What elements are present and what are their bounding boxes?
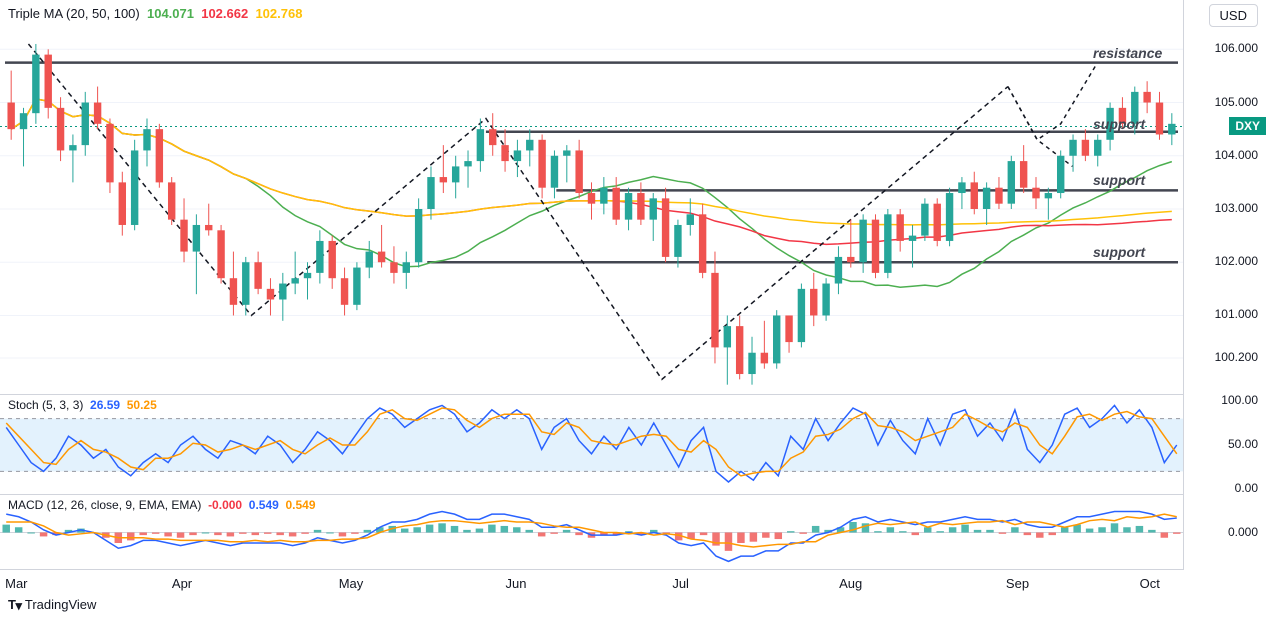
macd-header[interactable]: MACD (12, 26, close, 9, EMA, EMA) -0.000… [8,498,316,512]
month-label: Sep [1006,576,1029,591]
stoch-header[interactable]: Stoch (5, 3, 3) 26.59 50.25 [8,398,157,412]
stoch-panel[interactable] [0,395,1183,495]
level-annotation: support [1093,116,1145,132]
stoch-name: Stoch (5, 3, 3) [8,398,83,412]
price-tick: 101.000 [1215,307,1258,321]
price-tick: 102.000 [1215,254,1258,268]
attribution-text: TradingView [25,597,97,612]
price-tick: 100.200 [1215,350,1258,364]
stoch-d-value: 50.25 [127,398,157,412]
ma20-value: 104.071 [147,6,194,21]
level-annotation: support [1093,244,1145,260]
ticker-badge[interactable]: DXY [1229,117,1266,135]
indicator-name: Triple MA (20, 50, 100) [8,6,140,21]
stoch-tick: 0.00 [1235,481,1258,495]
stoch-tick: 50.00 [1228,437,1258,451]
month-label: Aug [839,576,862,591]
price-axis[interactable]: 100.200 101.000 102.000 103.000 104.000 105.0… [1183,0,1266,570]
price-panel[interactable]: resistance support support support [0,0,1183,395]
indicator-header[interactable]: Triple MA (20, 50, 100) 104.071 102.662 … [8,6,302,21]
macd-hist-value: -0.000 [208,498,242,512]
time-axis[interactable]: Mar Apr May Jun Jul Aug Sep Oct [0,570,1183,600]
price-tick: 104.000 [1215,148,1258,162]
price-tick: 105.000 [1215,95,1258,109]
ma50-value: 102.662 [201,6,248,21]
stoch-chart-svg [0,395,1183,495]
month-label: Oct [1140,576,1160,591]
price-chart-svg [0,0,1183,395]
stoch-k-value: 26.59 [90,398,120,412]
month-label: Apr [172,576,192,591]
stoch-tick: 100.00 [1221,393,1258,407]
tradingview-logo-icon: T▾ [8,597,21,612]
level-annotation: resistance [1093,45,1162,61]
macd-tick: 0.000 [1228,525,1258,539]
chart-container: resistance support support support Triple M… [0,0,1266,619]
ma100-value: 102.768 [255,6,302,21]
price-tick: 103.000 [1215,201,1258,215]
month-label: Jun [506,576,527,591]
macd-line-value: 0.549 [249,498,279,512]
macd-signal-value: 0.549 [285,498,315,512]
price-tick: 106.000 [1215,41,1258,55]
attribution[interactable]: T▾ TradingView [8,597,96,613]
month-label: May [339,576,364,591]
macd-name: MACD (12, 26, close, 9, EMA, EMA) [8,498,201,512]
level-annotation: support [1093,172,1145,188]
month-label: Mar [5,576,27,591]
month-label: Jul [672,576,689,591]
